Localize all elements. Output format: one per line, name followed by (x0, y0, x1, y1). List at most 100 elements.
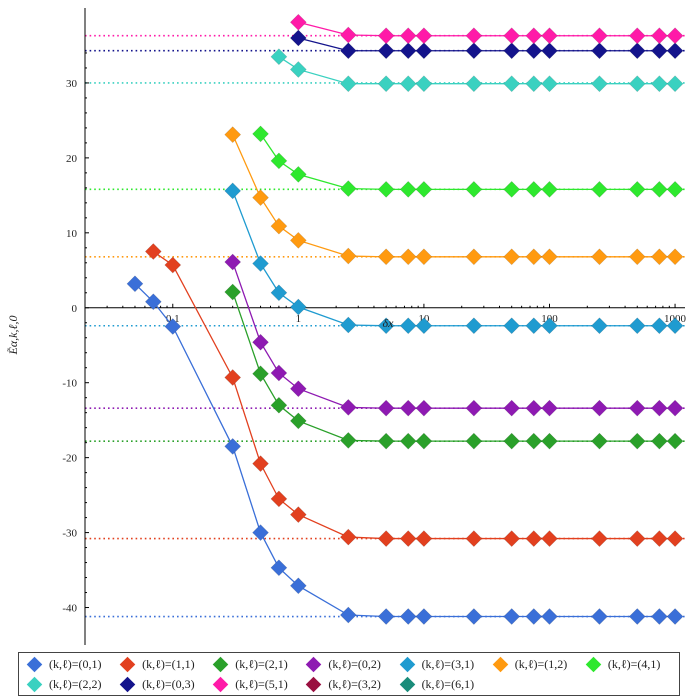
legend-label: (k,ℓ)=(4,1) (607, 656, 661, 671)
data-point (666, 317, 684, 335)
series-line (232, 190, 676, 327)
data-point (270, 559, 288, 577)
y-tick-label: -20 (62, 453, 77, 465)
data-point (591, 608, 608, 625)
data-point (252, 524, 269, 542)
data-point (628, 399, 646, 417)
data-point (289, 577, 307, 595)
data-point (591, 27, 608, 45)
legend-marker-icon (306, 676, 322, 692)
data-point (339, 431, 357, 449)
data-point (503, 27, 521, 45)
data-point (541, 248, 558, 266)
legend-item: (k,ℓ)=(1,1) (116, 654, 209, 674)
data-point (465, 530, 483, 548)
data-point (270, 364, 288, 382)
data-point (252, 333, 269, 351)
data-point (525, 608, 543, 625)
data-point (289, 506, 307, 524)
data-point (224, 369, 242, 386)
data-point (164, 318, 182, 335)
data-point (525, 530, 543, 548)
data-point (415, 432, 433, 450)
data-point (465, 27, 483, 45)
data-point (503, 42, 521, 60)
data-point (650, 530, 668, 548)
series-line (260, 133, 676, 191)
y-tick-label: 0 (72, 303, 78, 315)
data-point (541, 317, 558, 335)
data-point (650, 399, 668, 417)
data-point (289, 412, 307, 430)
series-9 (289, 13, 684, 45)
data-point (666, 432, 684, 450)
data-point (252, 365, 269, 383)
legend-item: (k,ℓ)=(4,1) (582, 654, 675, 674)
data-point (650, 432, 668, 450)
data-point (666, 248, 684, 266)
data-point (591, 180, 608, 198)
data-point (541, 75, 558, 93)
data-point (339, 26, 357, 44)
data-point (666, 608, 684, 625)
data-point (252, 125, 269, 143)
data-point (224, 182, 242, 200)
y-axis-label: Ẽα,k,ℓ,0 (6, 316, 20, 356)
legend-marker-icon (26, 676, 43, 692)
data-point (339, 247, 357, 265)
legend-label: (k,ℓ)=(2,2) (49, 676, 102, 691)
chart: -40-30-20-1001020300.11101001000 Ẽα,k,ℓ,… (6, 8, 687, 645)
y-tick-label: 30 (66, 78, 78, 90)
data-point (399, 42, 417, 60)
data-point (650, 248, 668, 266)
data-point (339, 180, 357, 198)
data-point (399, 248, 417, 266)
data-point (503, 317, 521, 335)
x-axis-label: δx (383, 316, 395, 330)
data-point (399, 608, 417, 625)
data-point (377, 27, 395, 45)
data-point (503, 399, 521, 417)
data-point (666, 180, 684, 198)
data-point (377, 248, 395, 266)
data-point (525, 432, 543, 450)
data-point (377, 42, 395, 60)
data-point (591, 248, 608, 266)
data-point (591, 399, 608, 417)
data-point (465, 42, 483, 60)
data-point (650, 42, 668, 60)
legend-marker-icon (213, 676, 229, 692)
data-point (628, 530, 646, 548)
data-point (525, 399, 543, 417)
data-point (377, 608, 395, 625)
legend-item: (k,ℓ)=(3,2) (302, 674, 395, 694)
y-tick-label: -10 (62, 378, 77, 390)
series-2 (224, 283, 684, 450)
legend-label: (k,ℓ)=(0,3) (142, 676, 195, 691)
data-point (270, 396, 288, 414)
data-point (415, 42, 433, 60)
data-point (289, 29, 307, 47)
data-point (541, 530, 558, 548)
data-point (525, 180, 543, 198)
legend-item: (k,ℓ)=(0,1) (23, 654, 116, 674)
x-tick-label: 1 (296, 313, 302, 325)
data-point (164, 256, 182, 274)
data-point (666, 42, 684, 60)
legend-marker-icon (119, 656, 136, 672)
data-point (144, 293, 162, 311)
data-point (628, 180, 646, 198)
legend: (k,ℓ)=(0,1) (k,ℓ)=(1,1) (k,ℓ)=(2,1) (k,ℓ)=(… (18, 652, 680, 696)
y-tick-label: -30 (62, 528, 77, 540)
legend-marker-icon (585, 656, 602, 672)
data-point (415, 27, 433, 45)
data-point (270, 48, 288, 66)
data-point (503, 180, 521, 198)
legend-marker-icon (399, 656, 415, 672)
data-point (525, 75, 543, 93)
data-point (650, 75, 668, 93)
data-point (591, 317, 608, 335)
data-point (339, 42, 357, 60)
series-3 (224, 253, 684, 417)
data-point (224, 437, 242, 455)
